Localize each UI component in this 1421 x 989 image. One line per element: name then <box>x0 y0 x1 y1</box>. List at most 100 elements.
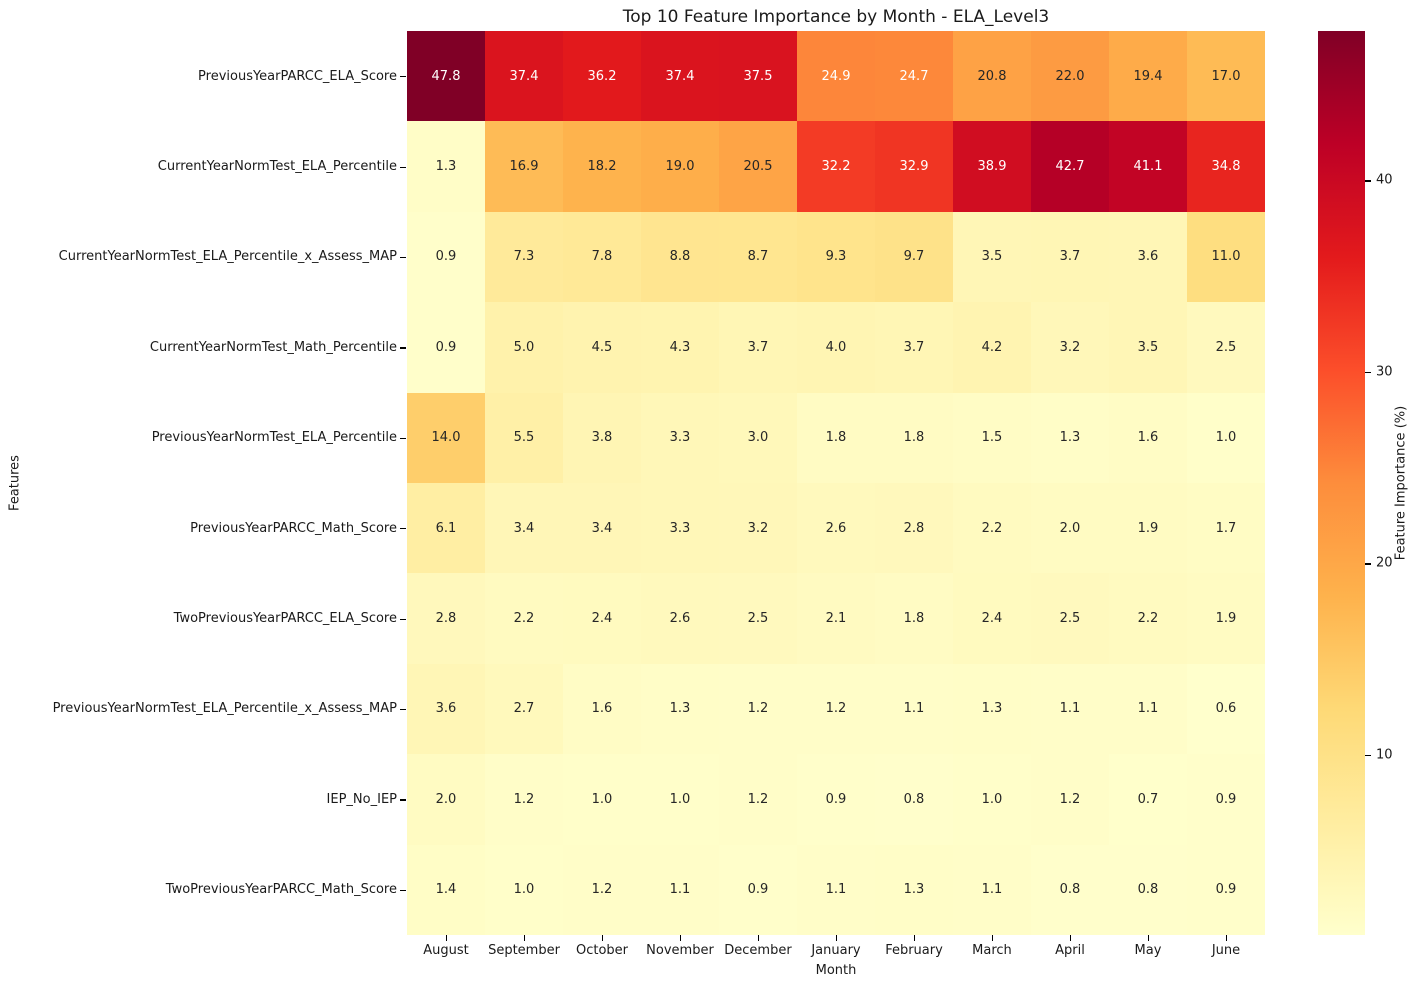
heatmap-cell: 0.9 <box>797 754 875 845</box>
heatmap-cell: 16.9 <box>485 121 563 212</box>
heatmap-cell: 2.2 <box>953 483 1031 574</box>
y-axis-label: Features <box>7 455 23 511</box>
heatmap-cell: 24.9 <box>797 31 875 122</box>
heatmap-cell: 3.3 <box>641 483 719 574</box>
heatmap-cell: 37.4 <box>485 31 563 122</box>
heatmap-cell: 3.2 <box>1031 302 1109 393</box>
y-tick-mark <box>400 709 406 711</box>
col-label: February <box>885 943 943 958</box>
heatmap-cell: 7.8 <box>563 211 641 303</box>
heatmap-cell: 38.9 <box>953 121 1031 212</box>
heatmap-cell: 0.8 <box>875 754 953 845</box>
col-label: September <box>488 943 560 958</box>
heatmap-cell: 1.2 <box>719 754 797 845</box>
x-tick-mark <box>1226 935 1228 941</box>
y-tick-mark <box>400 528 406 530</box>
y-tick-mark <box>400 889 406 891</box>
heatmap-cell: 4.0 <box>797 302 875 393</box>
heatmap-cell: 8.8 <box>641 211 719 303</box>
row-label: CurrentYearNormTest_ELA_Percentile <box>157 159 397 175</box>
y-tick-mark <box>400 437 406 439</box>
heatmap-cell: 4.2 <box>953 302 1031 393</box>
heatmap-cell: 9.7 <box>875 211 953 303</box>
heatmap-cell: 1.1 <box>797 844 875 935</box>
heatmap-cell: 1.2 <box>485 754 563 845</box>
col-label: August <box>423 943 469 958</box>
x-tick-mark <box>602 935 604 941</box>
colorbar-tick-mark <box>1365 180 1371 182</box>
heatmap-cell: 24.7 <box>875 31 953 122</box>
heatmap-cell: 1.3 <box>953 663 1031 755</box>
heatmap-cell: 1.1 <box>641 844 719 935</box>
heatmap-cell: 0.9 <box>1187 844 1265 935</box>
heatmap-cell: 3.4 <box>563 483 641 574</box>
heatmap-cell: 17.0 <box>1187 31 1265 122</box>
heatmap-cell: 2.5 <box>1187 302 1265 393</box>
heatmap-cell: 37.4 <box>641 31 719 122</box>
x-tick-mark <box>524 935 526 941</box>
y-tick-mark <box>400 76 406 78</box>
heatmap-cell: 42.7 <box>1031 121 1109 212</box>
col-label: June <box>1211 943 1241 958</box>
heatmap-cell: 0.9 <box>1187 754 1265 845</box>
x-tick-mark <box>446 935 448 941</box>
row-label: PreviousYearPARCC_Math_Score <box>190 520 397 536</box>
heatmap-cell: 2.6 <box>641 573 719 664</box>
heatmap-cell: 1.3 <box>407 121 485 212</box>
heatmap-cell: 1.0 <box>641 754 719 845</box>
heatmap-cell: 2.5 <box>719 573 797 664</box>
heatmap-cell: 1.9 <box>1187 573 1265 664</box>
heatmap-cell: 2.1 <box>797 573 875 664</box>
heatmap-cell: 20.5 <box>719 121 797 212</box>
heatmap-cell: 0.8 <box>1109 844 1187 935</box>
colorbar-tick-label: 40 <box>1376 172 1393 188</box>
heatmap-cell: 4.3 <box>641 302 719 393</box>
heatmap-cell: 1.2 <box>719 663 797 755</box>
col-label: March <box>972 943 1012 958</box>
heatmap-cell: 2.4 <box>563 573 641 664</box>
heatmap-cell: 5.0 <box>485 302 563 393</box>
heatmap-cell: 3.7 <box>875 302 953 393</box>
heatmap-cell: 19.4 <box>1109 31 1187 122</box>
y-tick-mark <box>400 347 406 349</box>
row-label: TwoPreviousYearPARCC_Math_Score <box>165 882 397 898</box>
chart-title: Top 10 Feature Importance by Month - ELA… <box>622 7 1050 27</box>
heatmap-cell: 22.0 <box>1031 31 1109 122</box>
row-label: TwoPreviousYearPARCC_ELA_Score <box>173 611 397 627</box>
heatmap-cell: 0.7 <box>1109 754 1187 845</box>
heatmap-cell: 1.1 <box>875 663 953 755</box>
heatmap-cell: 9.3 <box>797 211 875 303</box>
heatmap-cell: 19.0 <box>641 121 719 212</box>
colorbar-tick-mark <box>1365 371 1371 374</box>
heatmap-cell: 14.0 <box>407 392 485 483</box>
colorbar-tick-label: 30 <box>1376 364 1393 380</box>
heatmap-cell: 1.2 <box>797 663 875 755</box>
colorbar-tick-label: 20 <box>1376 555 1393 571</box>
x-tick-mark <box>1070 935 1072 941</box>
heatmap-cell: 1.4 <box>407 844 485 935</box>
x-tick-mark <box>836 935 838 941</box>
heatmap-cell: 41.1 <box>1109 121 1187 212</box>
heatmap-cell: 1.1 <box>953 844 1031 935</box>
col-label: April <box>1055 943 1085 958</box>
heatmap-cell: 32.9 <box>875 121 953 212</box>
x-tick-mark <box>914 935 916 941</box>
heatmap-cell: 3.7 <box>1031 211 1109 303</box>
heatmap-cell: 2.6 <box>797 483 875 574</box>
heatmap-cell: 1.0 <box>953 754 1031 845</box>
heatmap-cell: 11.0 <box>1187 211 1265 303</box>
heatmap-cell: 1.1 <box>1109 663 1187 755</box>
colorbar-tick-mark <box>1365 563 1371 565</box>
heatmap-cell: 0.8 <box>1031 844 1109 935</box>
heatmap-cell: 3.2 <box>719 483 797 574</box>
heatmap-cell: 2.0 <box>1031 483 1109 574</box>
colorbar-tick-label: 10 <box>1376 747 1393 763</box>
heatmap-cell: 1.3 <box>641 663 719 755</box>
heatmap-cell: 47.8 <box>407 31 485 122</box>
heatmap-cell: 3.6 <box>1109 211 1187 303</box>
heatmap-cell: 3.7 <box>719 302 797 393</box>
heatmap-cell: 1.7 <box>1187 483 1265 574</box>
heatmap-cell: 1.0 <box>485 844 563 935</box>
heatmap-cell: 1.5 <box>953 392 1031 483</box>
col-label: November <box>646 943 714 958</box>
